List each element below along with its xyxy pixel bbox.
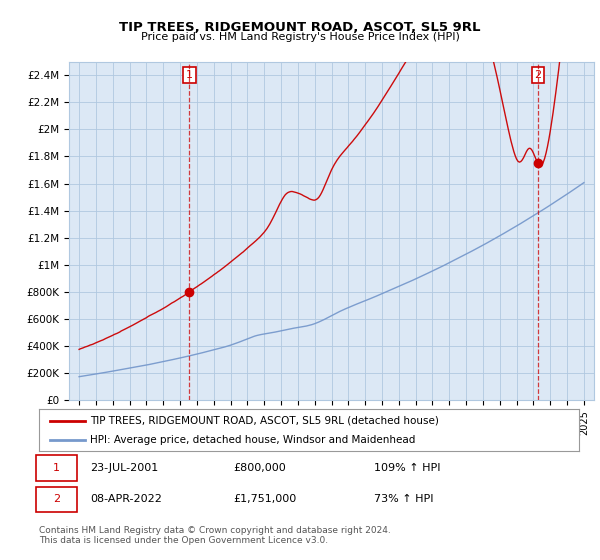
Text: 109% ↑ HPI: 109% ↑ HPI [374, 463, 440, 473]
Text: 08-APR-2022: 08-APR-2022 [90, 494, 162, 505]
Text: 2: 2 [53, 494, 60, 505]
FancyBboxPatch shape [36, 455, 77, 481]
Text: £1,751,000: £1,751,000 [233, 494, 296, 505]
Text: £800,000: £800,000 [233, 463, 286, 473]
Text: 2: 2 [535, 70, 542, 80]
Text: This data is licensed under the Open Government Licence v3.0.: This data is licensed under the Open Gov… [39, 536, 328, 545]
Text: TIP TREES, RIDGEMOUNT ROAD, ASCOT, SL5 9RL: TIP TREES, RIDGEMOUNT ROAD, ASCOT, SL5 9… [119, 21, 481, 34]
Text: Contains HM Land Registry data © Crown copyright and database right 2024.: Contains HM Land Registry data © Crown c… [39, 526, 391, 535]
Text: 73% ↑ HPI: 73% ↑ HPI [374, 494, 433, 505]
Text: 23-JUL-2001: 23-JUL-2001 [90, 463, 158, 473]
Text: Price paid vs. HM Land Registry's House Price Index (HPI): Price paid vs. HM Land Registry's House … [140, 32, 460, 43]
Text: HPI: Average price, detached house, Windsor and Maidenhead: HPI: Average price, detached house, Wind… [90, 435, 416, 445]
Text: 1: 1 [53, 463, 60, 473]
Text: TIP TREES, RIDGEMOUNT ROAD, ASCOT, SL5 9RL (detached house): TIP TREES, RIDGEMOUNT ROAD, ASCOT, SL5 9… [90, 416, 439, 426]
FancyBboxPatch shape [36, 487, 77, 512]
Text: 1: 1 [186, 70, 193, 80]
